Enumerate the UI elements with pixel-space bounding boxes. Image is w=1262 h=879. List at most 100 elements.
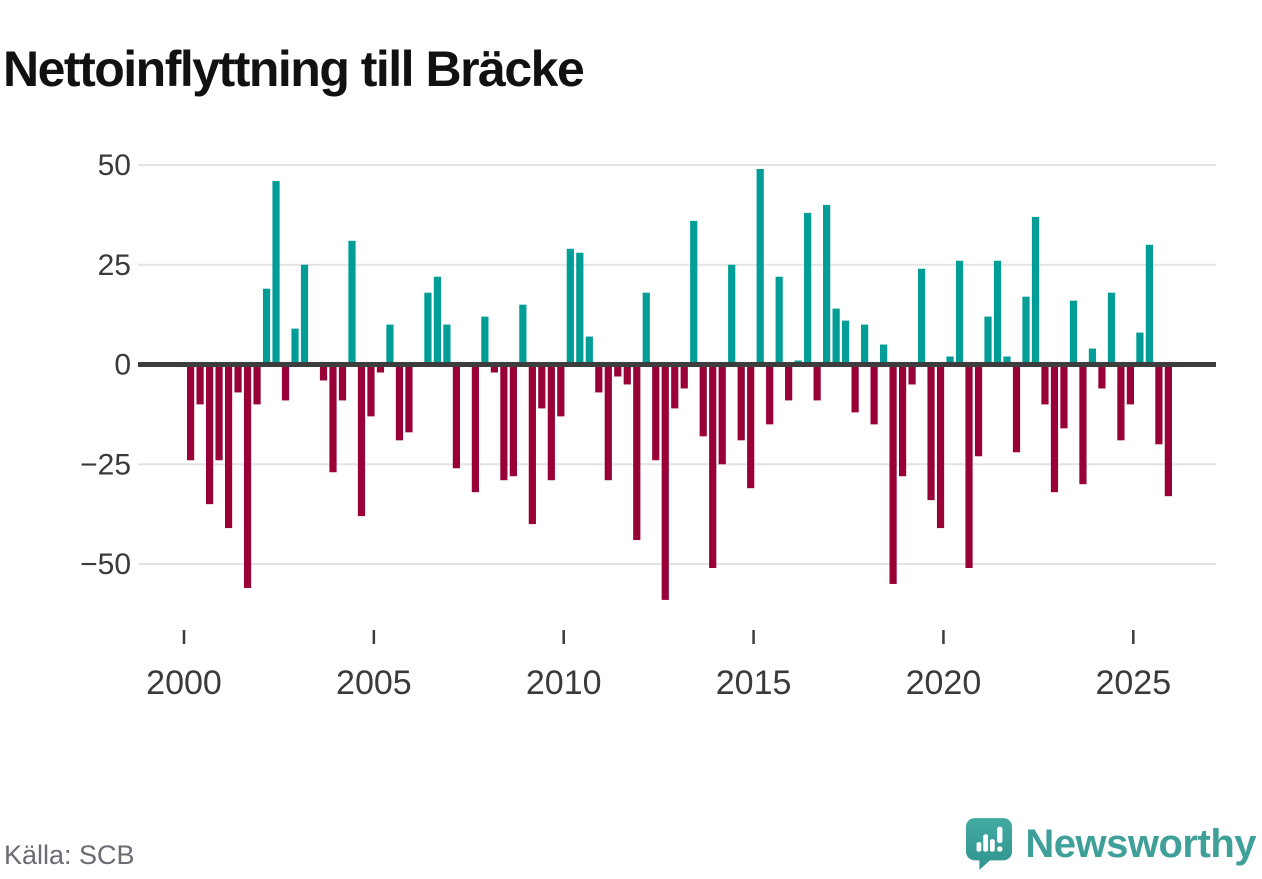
bar <box>291 328 299 365</box>
bar <box>1117 364 1125 441</box>
newsworthy-wordmark: Newsworthy <box>1025 821 1256 866</box>
bar <box>775 276 783 365</box>
bar <box>984 316 992 365</box>
bar <box>946 356 954 365</box>
bar <box>1126 364 1135 405</box>
bar <box>861 324 869 365</box>
bar <box>1164 364 1172 497</box>
bar <box>1136 332 1144 365</box>
bar <box>842 320 850 365</box>
bar <box>756 168 764 365</box>
bar <box>348 240 356 365</box>
bar <box>652 364 660 461</box>
bar <box>547 364 555 481</box>
bar <box>699 364 707 437</box>
bar <box>965 364 973 568</box>
bar <box>1069 300 1078 365</box>
bar <box>870 364 878 425</box>
bar <box>1022 296 1030 365</box>
bar <box>1060 364 1068 429</box>
bar <box>690 220 698 365</box>
newsworthy-logo: Newsworthy <box>965 816 1256 872</box>
bar <box>1155 364 1163 445</box>
y-tick-label: 50 <box>98 149 131 182</box>
bar <box>253 364 261 405</box>
bar <box>424 292 432 365</box>
bar <box>1031 216 1040 365</box>
bar <box>889 364 897 584</box>
bar <box>766 364 774 425</box>
y-tick-label: −50 <box>80 548 131 581</box>
bar <box>832 308 840 365</box>
bar <box>623 364 631 385</box>
y-tick-label: 25 <box>98 249 131 282</box>
x-tick-label: 2010 <box>526 664 602 702</box>
bar <box>709 364 717 568</box>
bar <box>215 364 223 461</box>
chart-bar-glyph <box>983 834 989 852</box>
chart-bar-glyph <box>990 839 996 852</box>
bar <box>319 364 328 381</box>
bar <box>737 364 745 441</box>
bar <box>955 260 964 365</box>
bar <box>804 212 812 365</box>
bar <box>405 364 413 433</box>
bar <box>785 364 793 401</box>
bar <box>272 180 280 365</box>
bar <box>262 288 271 365</box>
bar <box>566 248 574 365</box>
bar <box>338 364 347 401</box>
bar <box>680 364 688 389</box>
bar <box>718 364 726 465</box>
bar <box>993 260 1002 365</box>
x-tick-label: 2025 <box>1095 664 1171 702</box>
bar <box>728 264 736 365</box>
x-tick-label: 2000 <box>146 664 222 702</box>
bar <box>376 364 385 373</box>
exclamation-dot-glyph <box>997 846 1003 852</box>
bar <box>1088 348 1097 365</box>
exclamation-bar-glyph <box>997 826 1003 844</box>
bar <box>633 364 641 541</box>
bar <box>528 364 536 525</box>
bar <box>1012 364 1021 453</box>
y-tick-label: 0 <box>114 349 131 382</box>
bar <box>851 364 859 413</box>
bar <box>205 364 214 505</box>
bar <box>500 364 508 481</box>
bar <box>519 304 527 365</box>
bar <box>557 364 565 417</box>
chart-bar-glyph <box>976 842 982 852</box>
bar <box>395 364 404 441</box>
newsworthy-logo-icon <box>966 818 1013 870</box>
bar <box>974 364 983 457</box>
bar <box>585 336 593 365</box>
bar <box>879 344 888 365</box>
bar <box>224 364 233 529</box>
bar <box>329 364 337 473</box>
bar <box>243 364 252 588</box>
bar <box>490 364 498 373</box>
bar <box>471 364 479 493</box>
bar <box>234 364 242 393</box>
bar <box>300 264 309 365</box>
bar <box>661 364 669 600</box>
bar <box>595 364 603 393</box>
bar <box>367 364 375 417</box>
bar <box>604 364 612 481</box>
bar <box>538 364 546 409</box>
bar <box>452 364 461 469</box>
bar <box>1098 364 1106 389</box>
y-tick-label: −25 <box>80 448 131 481</box>
bar <box>386 324 394 365</box>
bar <box>671 364 679 409</box>
bar <box>443 324 451 365</box>
source-label: Källa: SCB <box>4 840 135 870</box>
bar <box>642 292 650 365</box>
bar <box>936 364 945 529</box>
bar <box>917 268 926 365</box>
bar <box>1145 244 1153 365</box>
page-title: Nettoinflyttning till Bräcke <box>3 40 585 97</box>
bar <box>927 364 935 501</box>
